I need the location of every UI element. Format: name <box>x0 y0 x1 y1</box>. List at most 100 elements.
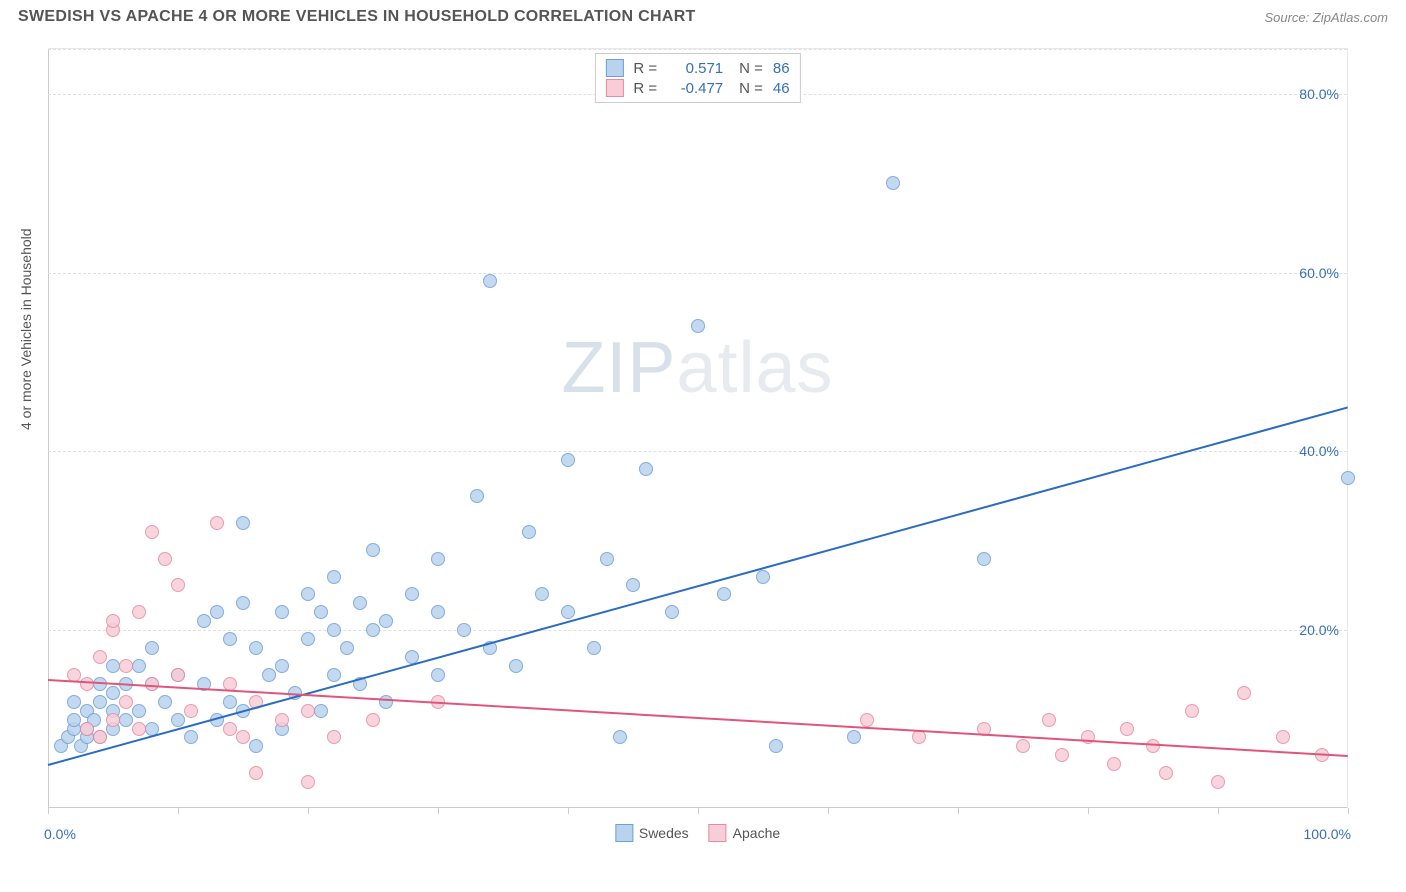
y-tick-label: 40.0% <box>1299 443 1339 459</box>
data-point <box>379 695 393 709</box>
data-point <box>249 766 263 780</box>
data-point <box>561 605 575 619</box>
data-point <box>1016 739 1030 753</box>
x-tick <box>568 808 569 814</box>
data-point <box>184 704 198 718</box>
data-point <box>275 659 289 673</box>
gridline <box>48 273 1347 274</box>
data-point <box>262 668 276 682</box>
data-point <box>106 713 120 727</box>
x-tick <box>1088 808 1089 814</box>
data-point <box>301 775 315 789</box>
data-point <box>366 543 380 557</box>
data-point <box>171 578 185 592</box>
data-point <box>249 641 263 655</box>
data-point <box>1185 704 1199 718</box>
data-point <box>405 587 419 601</box>
gridline <box>48 49 1347 50</box>
data-point <box>509 659 523 673</box>
data-point <box>67 713 81 727</box>
legend-row-swedes: R = 0.571 N = 86 <box>605 58 789 78</box>
data-point <box>860 713 874 727</box>
series-legend: Swedes Apache <box>615 824 780 842</box>
data-point <box>275 713 289 727</box>
trend-line <box>48 679 1348 757</box>
x-tick <box>48 808 49 814</box>
data-point <box>132 722 146 736</box>
data-point <box>1055 748 1069 762</box>
data-point <box>1211 775 1225 789</box>
data-point <box>301 632 315 646</box>
gridline <box>48 451 1347 452</box>
data-point <box>119 695 133 709</box>
data-point <box>366 713 380 727</box>
data-point <box>639 462 653 476</box>
data-point <box>249 739 263 753</box>
data-point <box>210 605 224 619</box>
data-point <box>535 587 549 601</box>
data-point <box>600 552 614 566</box>
x-tick <box>438 808 439 814</box>
data-point <box>431 668 445 682</box>
data-point <box>977 552 991 566</box>
scatter-plot: 20.0%40.0%60.0%80.0% <box>48 49 1347 808</box>
data-point <box>1146 739 1160 753</box>
data-point <box>67 695 81 709</box>
x-tick <box>1348 808 1349 814</box>
data-point <box>93 695 107 709</box>
data-point <box>327 570 341 584</box>
data-point <box>561 453 575 467</box>
data-point <box>132 605 146 619</box>
x-tick <box>1218 808 1219 814</box>
data-point <box>1237 686 1251 700</box>
data-point <box>1042 713 1056 727</box>
apache-swatch-icon <box>709 824 727 842</box>
data-point <box>1081 730 1095 744</box>
x-tick <box>178 808 179 814</box>
data-point <box>769 739 783 753</box>
trend-line <box>48 407 1349 767</box>
data-point <box>236 730 250 744</box>
chart-plot-area: ZIPatlas R = 0.571 N = 86 R = -0.477 N =… <box>48 48 1348 808</box>
data-point <box>223 695 237 709</box>
x-tick <box>958 808 959 814</box>
data-point <box>912 730 926 744</box>
data-point <box>119 659 133 673</box>
data-point <box>1120 722 1134 736</box>
data-point <box>327 668 341 682</box>
data-point <box>223 632 237 646</box>
chart-header: SWEDISH VS APACHE 4 OR MORE VEHICLES IN … <box>0 0 1406 32</box>
data-point <box>236 596 250 610</box>
data-point <box>119 713 133 727</box>
x-axis-min-label: 0.0% <box>44 826 76 842</box>
legend-row-apache: R = -0.477 N = 46 <box>605 78 789 98</box>
data-point <box>314 704 328 718</box>
data-point <box>327 623 341 637</box>
data-point <box>522 525 536 539</box>
data-point <box>158 552 172 566</box>
data-point <box>93 650 107 664</box>
data-point <box>1276 730 1290 744</box>
data-point <box>210 516 224 530</box>
data-point <box>353 596 367 610</box>
data-point <box>301 704 315 718</box>
data-point <box>717 587 731 601</box>
x-axis-max-label: 100.0% <box>1304 826 1351 842</box>
data-point <box>314 605 328 619</box>
swedes-swatch <box>605 59 623 77</box>
data-point <box>847 730 861 744</box>
apache-swatch <box>605 79 623 97</box>
data-point <box>106 614 120 628</box>
data-point <box>171 713 185 727</box>
chart-title: SWEDISH VS APACHE 4 OR MORE VEHICLES IN … <box>18 8 696 26</box>
y-tick-label: 80.0% <box>1299 86 1339 102</box>
chart-source: Source: ZipAtlas.com <box>1264 10 1388 25</box>
data-point <box>340 641 354 655</box>
x-tick <box>698 808 699 814</box>
data-point <box>145 641 159 655</box>
data-point <box>80 677 94 691</box>
data-point <box>106 686 120 700</box>
gridline <box>48 630 1347 631</box>
data-point <box>132 659 146 673</box>
data-point <box>691 319 705 333</box>
